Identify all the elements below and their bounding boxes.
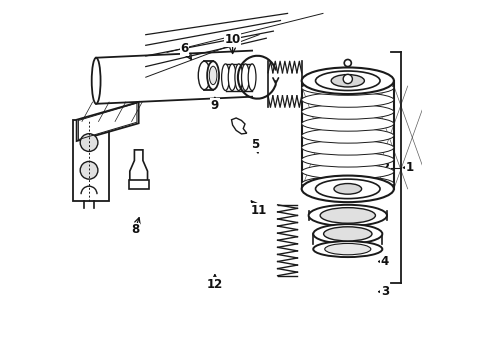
Ellipse shape xyxy=(92,58,100,104)
Text: 11: 11 xyxy=(251,204,268,217)
Text: 7: 7 xyxy=(92,76,100,89)
Polygon shape xyxy=(130,150,147,182)
Ellipse shape xyxy=(302,80,394,95)
Text: 12: 12 xyxy=(207,278,223,291)
Ellipse shape xyxy=(323,227,372,241)
Ellipse shape xyxy=(302,164,394,179)
Text: 4: 4 xyxy=(381,255,389,268)
Ellipse shape xyxy=(325,243,371,255)
Ellipse shape xyxy=(320,208,375,223)
Ellipse shape xyxy=(302,67,394,94)
Ellipse shape xyxy=(302,176,394,202)
Ellipse shape xyxy=(302,128,394,143)
Ellipse shape xyxy=(302,93,394,107)
Text: 6: 6 xyxy=(181,42,189,55)
Text: 2: 2 xyxy=(381,161,389,174)
Text: 3: 3 xyxy=(381,285,389,298)
Ellipse shape xyxy=(207,61,219,90)
Ellipse shape xyxy=(302,140,394,155)
Ellipse shape xyxy=(302,116,394,131)
Text: 10: 10 xyxy=(224,33,241,46)
Text: 5: 5 xyxy=(251,138,260,151)
Ellipse shape xyxy=(209,66,217,85)
Ellipse shape xyxy=(248,64,256,90)
Ellipse shape xyxy=(242,64,249,90)
Ellipse shape xyxy=(309,205,387,226)
Ellipse shape xyxy=(313,241,382,257)
Ellipse shape xyxy=(221,64,229,90)
Ellipse shape xyxy=(198,61,210,90)
Text: 9: 9 xyxy=(211,99,219,112)
Circle shape xyxy=(80,134,98,152)
Ellipse shape xyxy=(228,64,236,90)
Ellipse shape xyxy=(302,152,394,167)
Circle shape xyxy=(343,75,352,84)
Text: 1: 1 xyxy=(406,161,414,174)
Circle shape xyxy=(344,59,351,67)
Bar xyxy=(129,180,148,189)
Ellipse shape xyxy=(316,71,380,90)
Ellipse shape xyxy=(302,104,394,119)
Ellipse shape xyxy=(316,179,380,199)
Bar xyxy=(73,120,109,201)
Ellipse shape xyxy=(235,64,243,90)
Ellipse shape xyxy=(334,184,362,194)
Polygon shape xyxy=(232,118,247,134)
Polygon shape xyxy=(76,102,139,141)
Text: 8: 8 xyxy=(131,223,139,236)
Circle shape xyxy=(80,161,98,179)
Ellipse shape xyxy=(302,176,394,191)
Ellipse shape xyxy=(313,224,382,244)
Ellipse shape xyxy=(331,75,365,87)
